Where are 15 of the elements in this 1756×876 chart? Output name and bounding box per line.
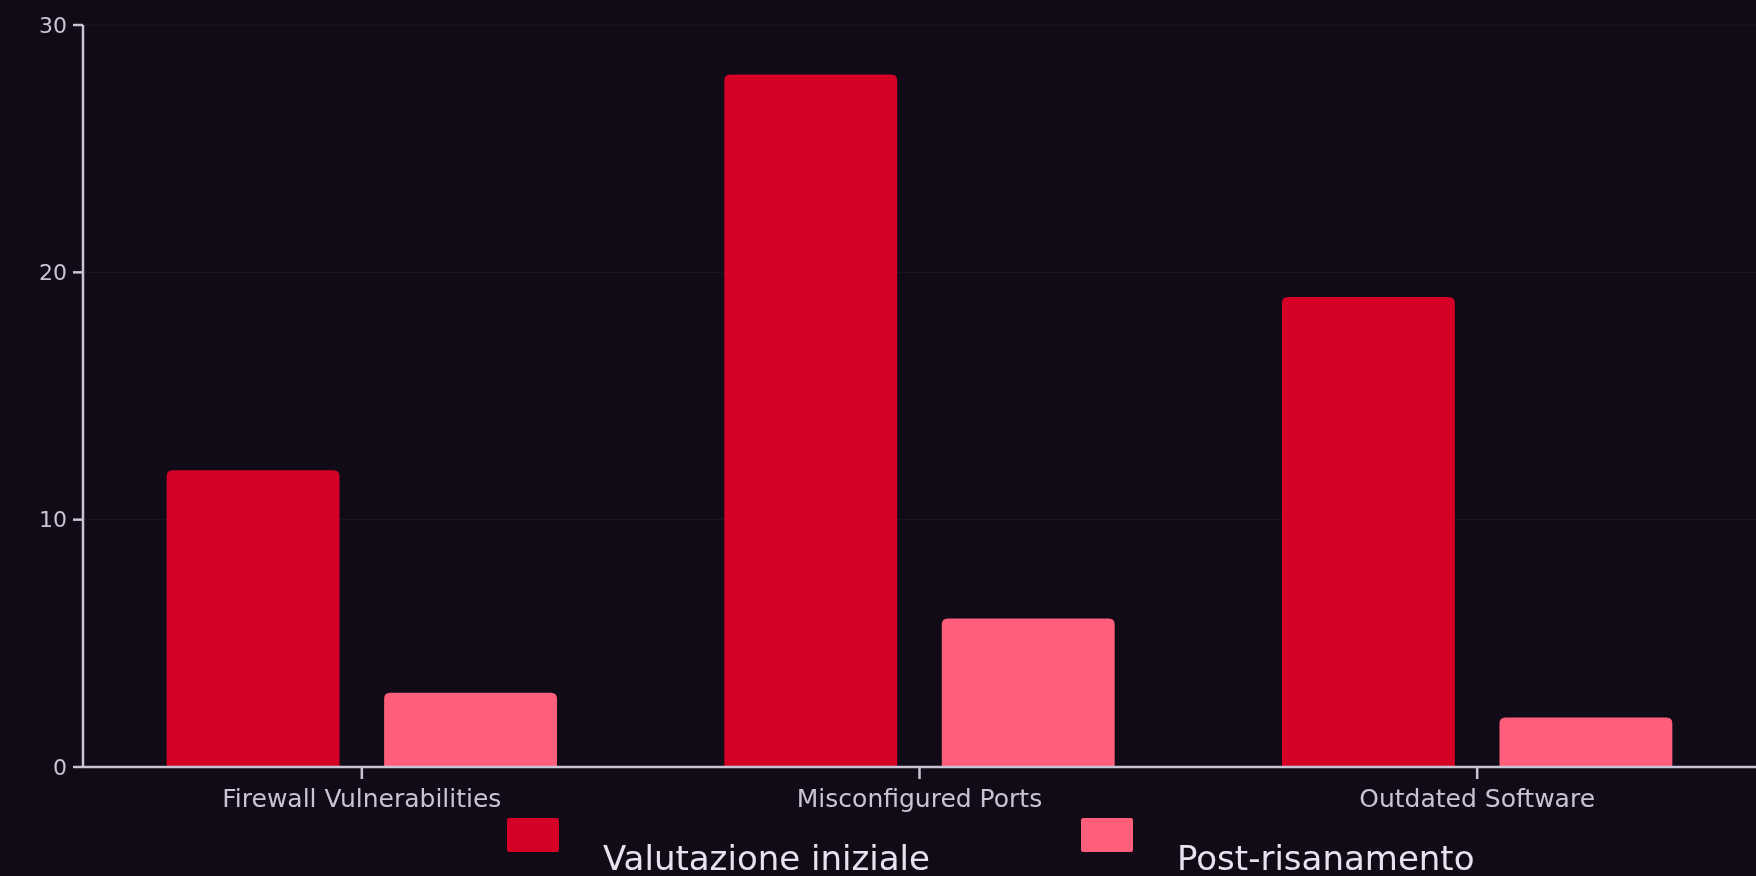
x-tick-label: Outdated Software	[1359, 784, 1596, 813]
bar	[384, 692, 558, 767]
bar	[1499, 717, 1673, 767]
legend-label: Post-risanamento	[1177, 838, 1475, 876]
bar	[724, 74, 898, 767]
bar	[941, 618, 1115, 767]
legend-label: Valutazione iniziale	[603, 838, 930, 876]
bar	[166, 470, 340, 767]
y-tick-label: 20	[39, 260, 67, 286]
x-tick-label: Firewall Vulnerabilities	[222, 784, 502, 813]
y-tick-label: 10	[39, 507, 67, 533]
y-tick-label: 30	[39, 12, 67, 38]
bar	[1281, 297, 1455, 767]
y-tick-label: 0	[53, 754, 67, 780]
x-tick-label: Misconfigured Ports	[796, 784, 1043, 813]
